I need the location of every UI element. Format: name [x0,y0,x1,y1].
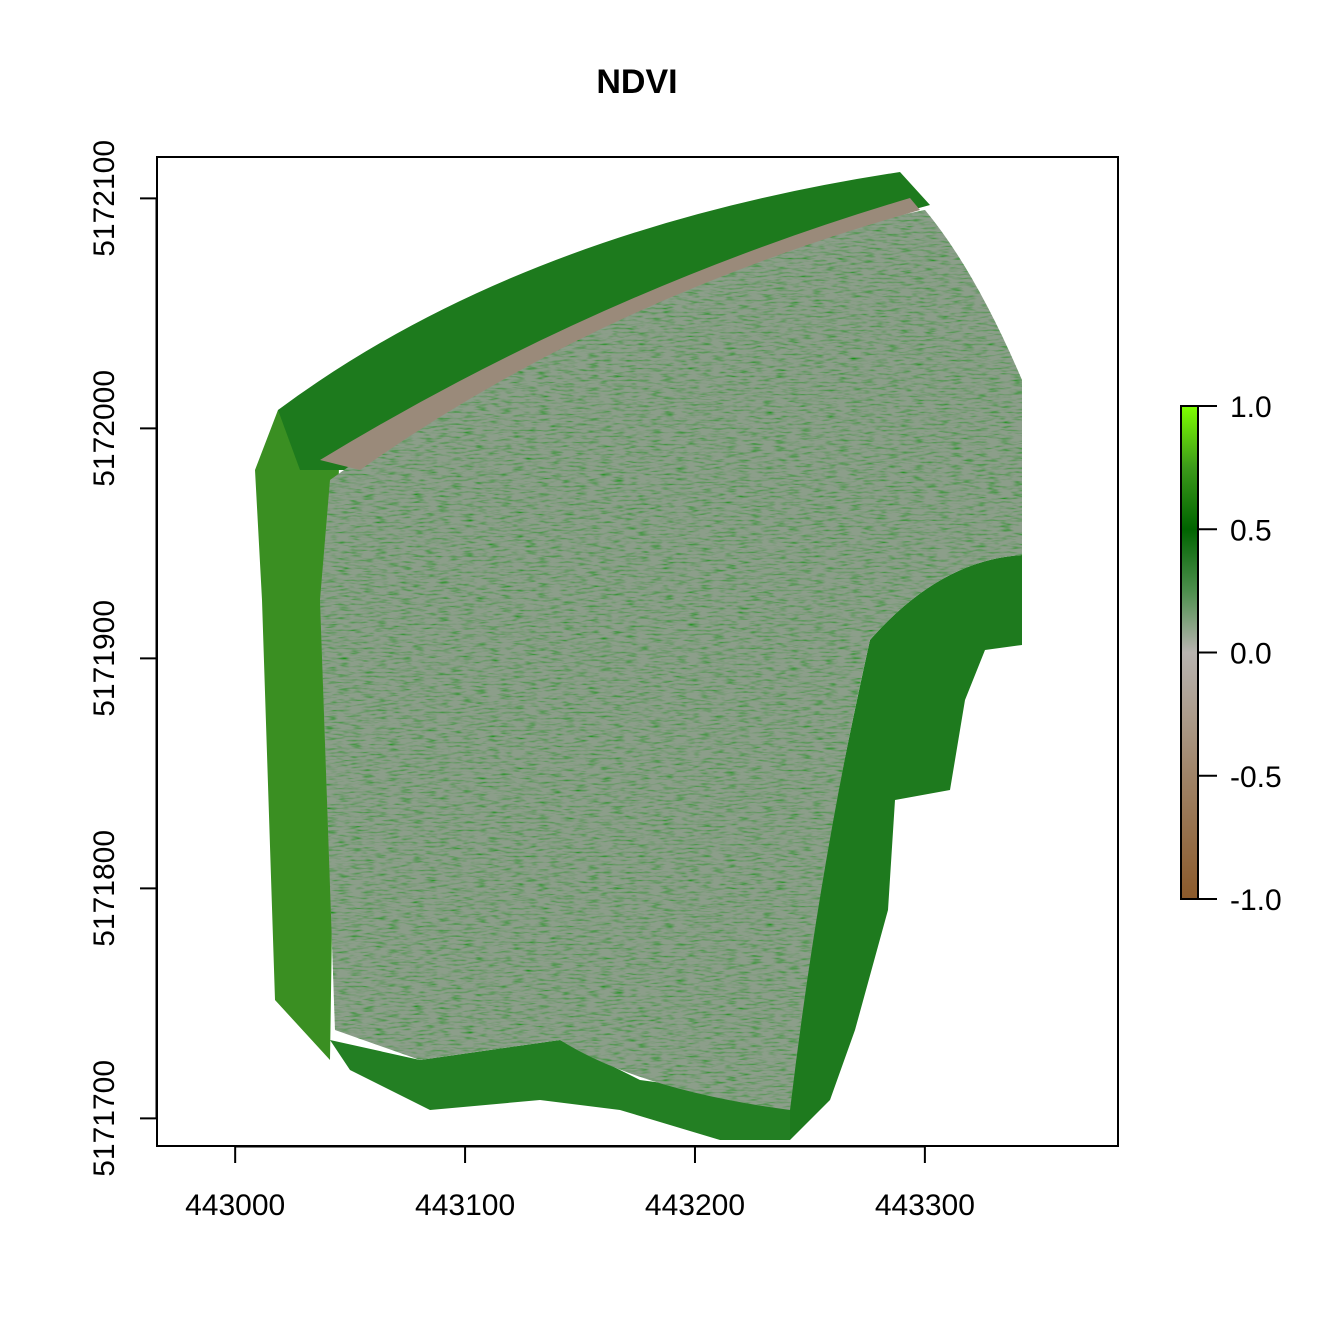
raster-region-west-strip [255,395,340,1060]
colorbar-tick-label: 0.5 [1230,514,1272,547]
y-axis: 5171700 5171800 5171900 5172000 5172100 [88,140,158,1177]
colorbar-tick-label: -1.0 [1230,884,1282,917]
x-tick-label: 443200 [645,1189,745,1222]
x-axis: 443000 443100 443200 443300 [185,1145,975,1222]
y-tick-label: 5172100 [88,140,121,257]
x-tick-label: 443000 [185,1189,285,1222]
chart-title: NDVI [596,63,677,101]
y-tick-label: 5171700 [88,1060,121,1177]
x-tick-label: 443300 [875,1189,975,1222]
raster-region-field [320,210,1022,1110]
colorbar-ticks: 1.0 0.5 0.0 -0.5 -1.0 [1198,391,1282,917]
ndvi-raster [255,172,1022,1140]
y-tick-label: 5171800 [88,830,121,947]
colorbar-gradient [1180,405,1199,900]
raster-region-road [320,198,920,470]
y-tick-label: 5171900 [88,600,121,717]
colorbar: 1.0 0.5 0.0 -0.5 -1.0 [1180,391,1282,917]
raster-region-south-strip [330,1040,790,1140]
colorbar-tick-label: 1.0 [1230,391,1272,424]
y-tick-label: 5172000 [88,370,121,487]
colorbar-tick-label: 0.0 [1230,638,1272,671]
plot-frame [156,156,1119,1147]
x-tick-label: 443100 [415,1189,515,1222]
colorbar-tick-label: -0.5 [1230,761,1282,794]
raster-region-east-strip [780,555,1022,1140]
